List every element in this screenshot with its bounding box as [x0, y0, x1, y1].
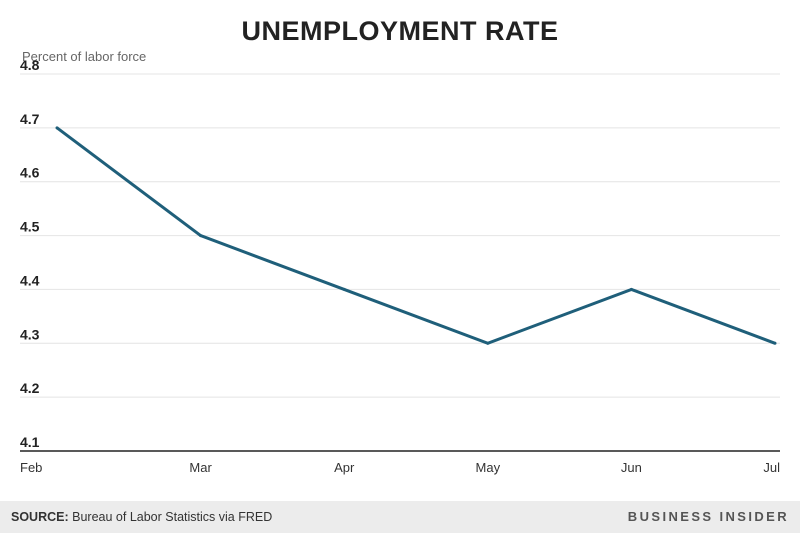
y-tick-label: 4.1: [20, 434, 40, 450]
y-tick-label: 4.3: [20, 326, 40, 342]
source-note: SOURCE: Bureau of Labor Statistics via F…: [11, 510, 272, 524]
series-line: [56, 126, 776, 345]
data-point: [342, 287, 346, 291]
x-tick-label: Mar: [189, 460, 212, 475]
data-point: [629, 287, 633, 291]
y-tick-label: 4.8: [20, 57, 40, 73]
y-tick-label: 4.7: [20, 111, 40, 127]
source-text: Bureau of Labor Statistics via FRED: [72, 510, 273, 524]
brand-logo: BUSINESS INSIDER: [627, 509, 789, 524]
y-tick-label: 4.4: [20, 272, 40, 288]
x-tick-label: Apr: [334, 460, 355, 475]
data-point: [773, 341, 777, 345]
grid-lines: [20, 73, 780, 452]
data-point: [55, 126, 59, 130]
chart-title: UNEMPLOYMENT RATE: [241, 16, 559, 46]
source-label: SOURCE:: [11, 510, 69, 524]
y-tick-label: 4.5: [20, 219, 40, 235]
x-tick-label: May: [476, 460, 501, 475]
data-point: [486, 341, 490, 345]
y-axis-ticks: 4.8 4.7 4.6 4.5 4.4 4.3 4.2 4.1: [20, 57, 40, 450]
y-tick-label: 4.2: [20, 380, 40, 396]
footer-bar: SOURCE: Bureau of Labor Statistics via F…: [0, 501, 800, 533]
data-point: [199, 234, 203, 238]
y-axis-label: Percent of labor force: [22, 49, 147, 64]
x-tick-label: Feb: [20, 460, 42, 475]
data-series: [55, 126, 777, 345]
x-tick-label: Jun: [621, 460, 642, 475]
x-tick-label: Jul: [763, 460, 780, 475]
y-tick-label: 4.6: [20, 165, 40, 181]
x-axis-ticks: Feb Mar Apr May Jun Jul: [20, 460, 780, 475]
